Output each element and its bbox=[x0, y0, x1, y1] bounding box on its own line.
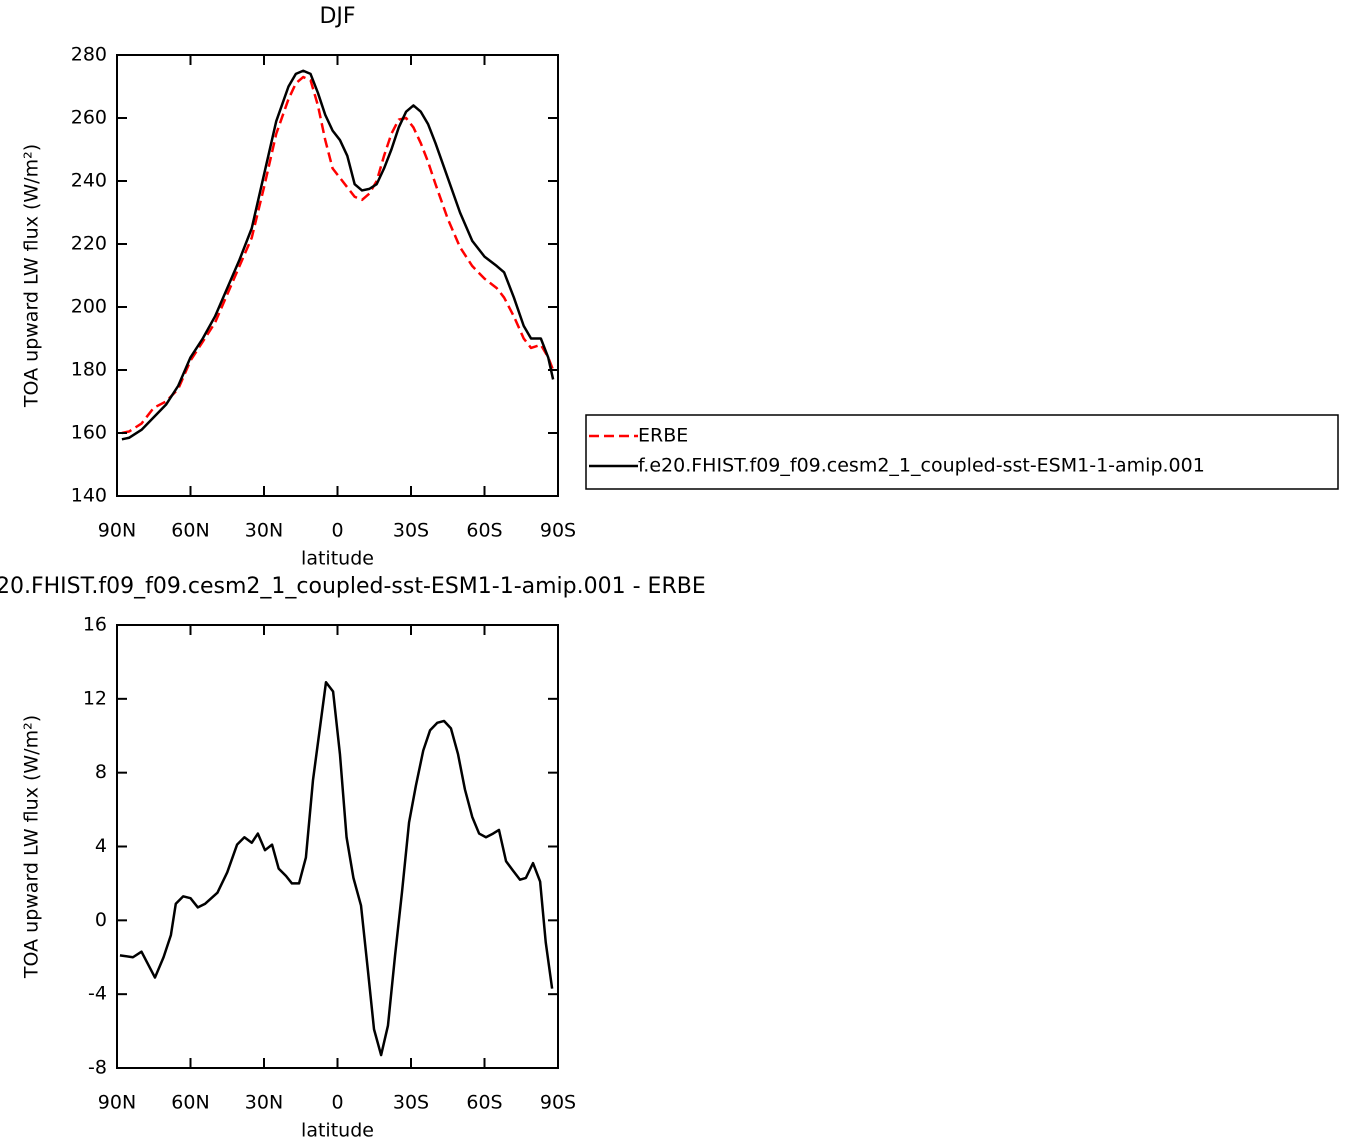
x-tick-label: 30S bbox=[393, 520, 429, 542]
y-tick-label: 0 bbox=[95, 909, 107, 931]
y-tick-label: 12 bbox=[83, 687, 107, 709]
y-tick-label: 160 bbox=[71, 422, 107, 444]
chart-title: f.e20.FHIST.f09_f09.cesm2_1_coupled-sst-… bbox=[0, 574, 706, 599]
plot-frame bbox=[116, 624, 559, 1069]
y-tick-label: 4 bbox=[95, 835, 107, 857]
x-axis-label: latitude bbox=[301, 1120, 374, 1142]
x-tick-label: 90N bbox=[98, 1092, 136, 1114]
y-tick-label: 240 bbox=[71, 170, 107, 192]
y-tick-label: -4 bbox=[88, 983, 107, 1005]
x-tick-label: 90N bbox=[98, 520, 136, 542]
y-axis-label: TOA upward LW flux (W/m²) bbox=[21, 715, 43, 979]
y-tick-label: 260 bbox=[71, 107, 107, 129]
legend-label: f.e20.FHIST.f09_f09.cesm2_1_coupled-sst-… bbox=[638, 455, 1205, 477]
data-line bbox=[119, 680, 554, 1057]
chart-title: DJF bbox=[319, 4, 355, 29]
legend-box bbox=[585, 414, 1339, 490]
y-tick-label: 16 bbox=[83, 614, 107, 636]
data-line bbox=[121, 75, 555, 435]
x-tick-label: 90S bbox=[540, 1092, 576, 1114]
y-axis-label: TOA upward LW flux (W/m²) bbox=[21, 144, 43, 408]
plot-frame bbox=[116, 54, 559, 497]
x-tick-label: 0 bbox=[331, 1092, 343, 1114]
x-tick-label: 60S bbox=[466, 520, 502, 542]
x-tick-label: 60S bbox=[466, 1092, 502, 1114]
y-tick-label: 280 bbox=[71, 44, 107, 66]
x-tick-label: 90S bbox=[540, 520, 576, 542]
y-tick-label: 200 bbox=[71, 296, 107, 318]
y-tick-label: -8 bbox=[88, 1057, 107, 1079]
x-tick-label: 60N bbox=[171, 1092, 209, 1114]
y-tick-label: 140 bbox=[71, 485, 107, 507]
y-tick-label: 8 bbox=[95, 761, 107, 783]
x-tick-label: 30N bbox=[245, 1092, 283, 1114]
y-tick-label: 180 bbox=[71, 359, 107, 381]
x-tick-label: 30S bbox=[393, 1092, 429, 1114]
x-axis-label: latitude bbox=[301, 548, 374, 570]
y-tick-label: 220 bbox=[71, 233, 107, 255]
x-tick-label: 30N bbox=[245, 520, 283, 542]
data-line bbox=[121, 69, 555, 441]
x-tick-label: 0 bbox=[331, 520, 343, 542]
x-tick-label: 60N bbox=[171, 520, 209, 542]
legend-label: ERBE bbox=[638, 425, 688, 447]
